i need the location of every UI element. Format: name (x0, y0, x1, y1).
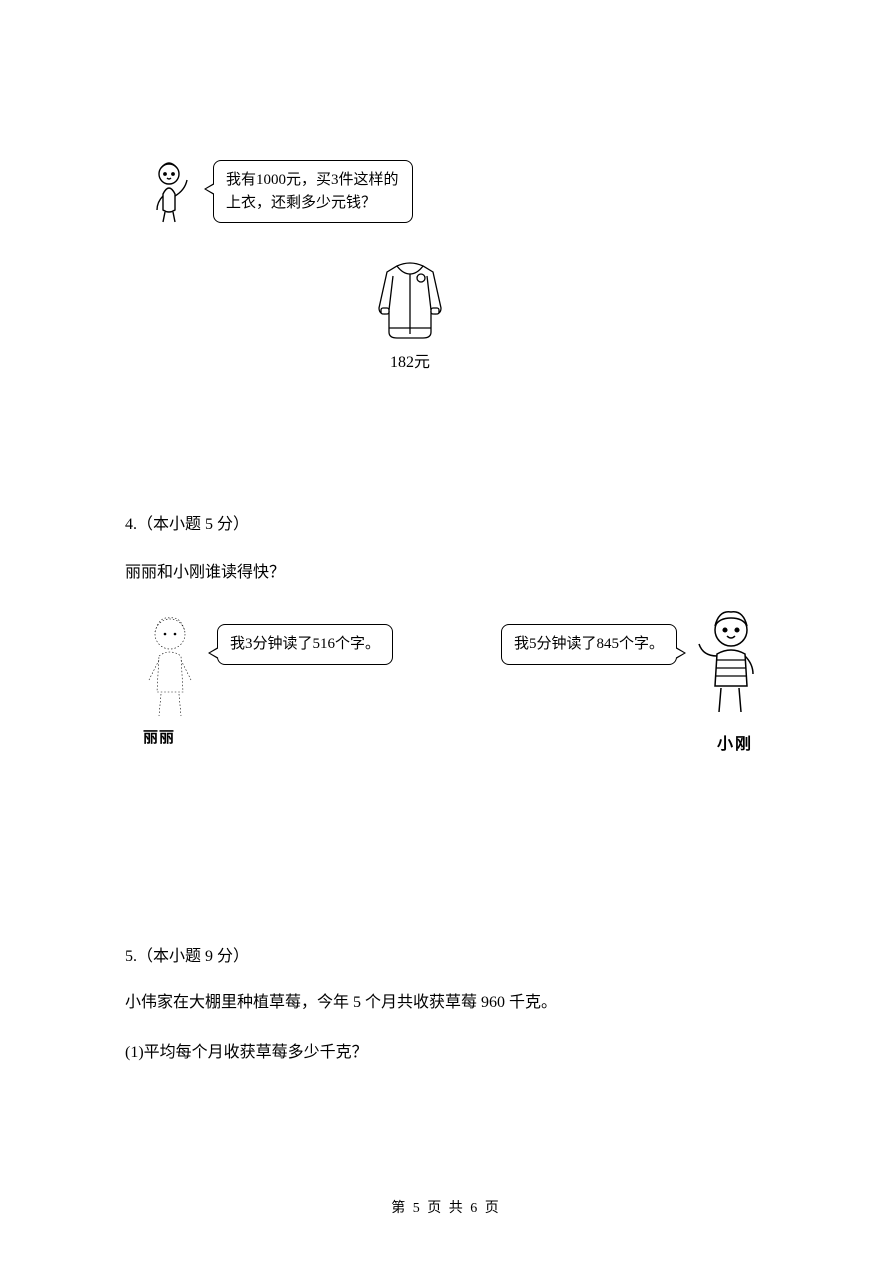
gang-speech-bubble: 我5分钟读了845个字。 (501, 624, 677, 665)
xiaogang-label: 小刚 (717, 730, 753, 754)
lili-icon (135, 612, 205, 722)
q4-figure: 丽丽 我3分钟读了516个字。 我5分钟读了845个字。 小刚 (125, 612, 767, 792)
page-footer: 第 5 页 共 6 页 (0, 1197, 892, 1217)
gang-bubble-text: 我5分钟读了845个字。 (514, 636, 664, 652)
boy-icon (143, 160, 199, 224)
lili-label: 丽丽 (143, 726, 175, 747)
q3-figure: 我有1000元，买3件这样的上衣，还剩多少元钱？ 182元 (125, 140, 767, 420)
bubble-tail-icon (676, 647, 686, 659)
lili-speech-bubble: 我3分钟读了516个字。 (217, 624, 393, 665)
q5-subquestion-1: (1)平均每个月收获草莓多少千克？ (125, 1040, 767, 1066)
q3-speech-bubble: 我有1000元，买3件这样的上衣，还剩多少元钱？ (213, 160, 413, 223)
q3-bubble-text: 我有1000元，买3件这样的上衣，还剩多少元钱？ (226, 172, 399, 211)
bubble-tail-icon (204, 183, 214, 195)
jacket-figure: 182元 (365, 260, 455, 372)
worksheet-page: 我有1000元，买3件这样的上衣，还剩多少元钱？ 182元 4.（本小题 5 分… (0, 0, 892, 1262)
q5-heading: 5.（本小题 9 分） (125, 942, 767, 966)
lili-bubble-text: 我3分钟读了516个字。 (230, 636, 380, 652)
xiaogang-icon (689, 608, 767, 716)
jacket-icon (371, 260, 449, 342)
jacket-price: 182元 (365, 348, 455, 372)
q5-text: 小伟家在大棚里种植草莓，今年 5 个月共收获草莓 960 千克。 (125, 990, 767, 1016)
q4-heading: 4.（本小题 5 分） (125, 510, 767, 534)
q4-prompt: 丽丽和小刚谁读得快？ (125, 558, 767, 582)
bubble-tail-icon (208, 647, 218, 659)
